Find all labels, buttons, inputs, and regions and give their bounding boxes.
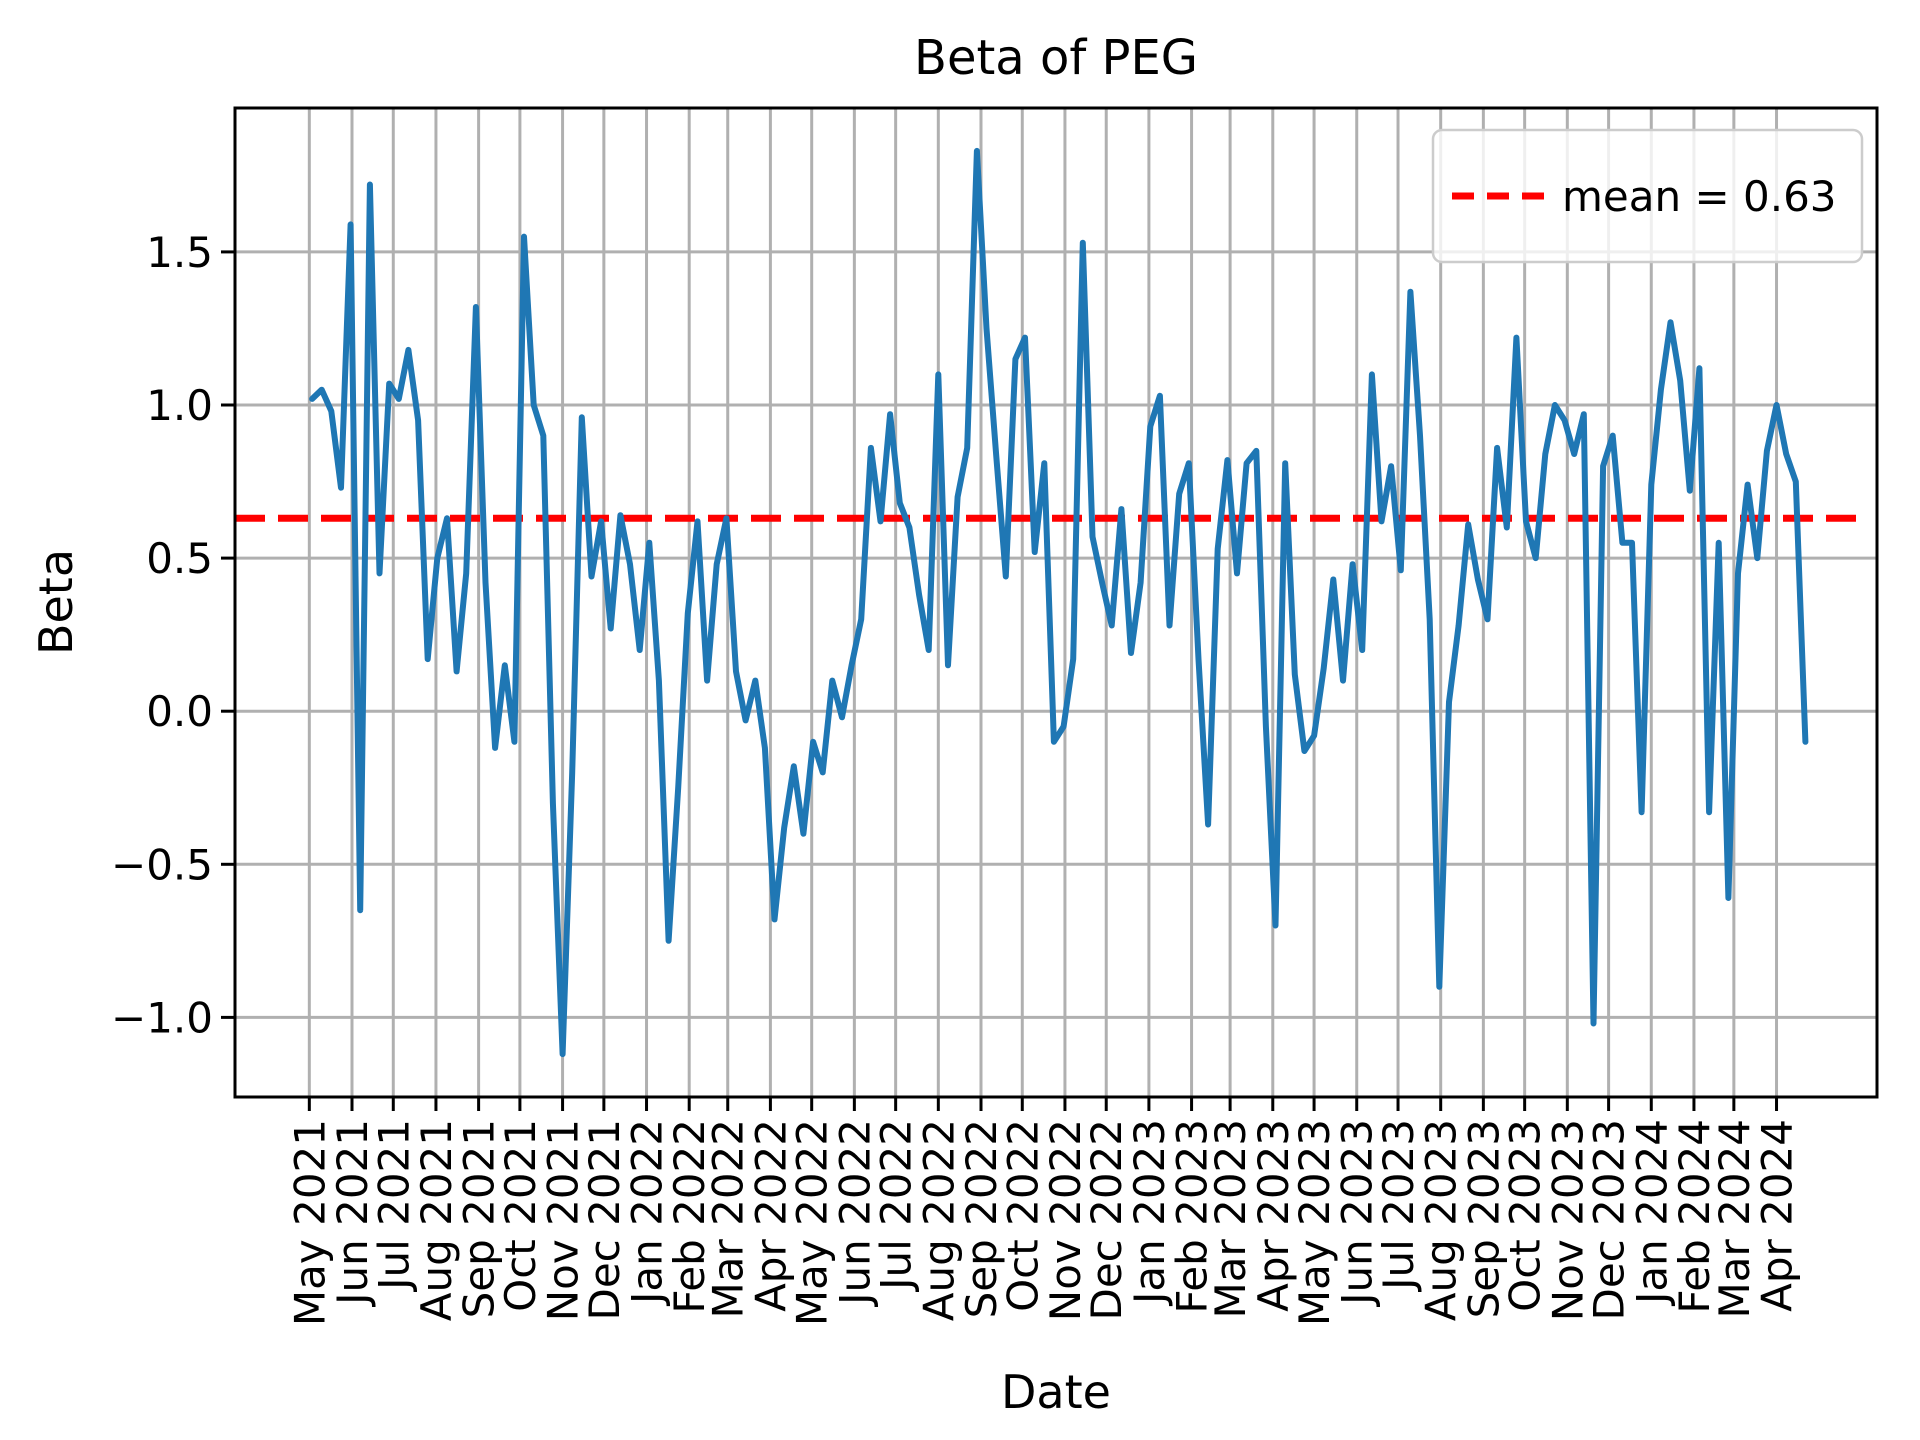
y-tick-label: 0.0 <box>146 687 213 736</box>
legend: mean = 0.63 <box>1431 128 1864 264</box>
plot-frame <box>233 106 1879 1099</box>
x-tick-label: Feb 2022 <box>665 1119 714 1314</box>
beta-line <box>309 147 1809 1058</box>
x-tick-label: Mar 2022 <box>704 1119 753 1318</box>
x-tick-label: Sep 2023 <box>1459 1119 1508 1318</box>
x-tick-label: May 2022 <box>788 1119 837 1326</box>
x-tick-label: Sep 2022 <box>957 1119 1006 1318</box>
y-tick-label: −0.5 <box>111 840 213 889</box>
x-tick-label: Jan 2022 <box>623 1119 672 1307</box>
x-axis-label: Date <box>1001 1365 1111 1419</box>
x-tick-label: Mar 2024 <box>1710 1119 1759 1318</box>
x-tick-label: Nov 2023 <box>1543 1119 1592 1321</box>
x-tick-label: Jun 2022 <box>830 1119 879 1308</box>
x-tick-label: Aug 2021 <box>412 1119 461 1321</box>
x-tick-label: Aug 2023 <box>1417 1119 1466 1321</box>
x-tick-label: Apr 2024 <box>1753 1119 1802 1312</box>
x-tick-label: Dec 2023 <box>1585 1119 1634 1321</box>
y-tick-label: −1.0 <box>111 993 213 1042</box>
x-tick-label: Oct 2021 <box>496 1119 545 1312</box>
x-tick-label: Mar 2023 <box>1206 1119 1255 1318</box>
x-tick-label: Oct 2023 <box>1501 1119 1550 1312</box>
y-tick-label: 1.5 <box>146 228 213 277</box>
x-tick-label: Nov 2021 <box>539 1119 588 1321</box>
y-tick-label: 0.5 <box>146 534 213 583</box>
x-tick-label: Apr 2022 <box>746 1119 795 1312</box>
x-tick-label: Jul 2023 <box>1374 1119 1423 1293</box>
x-tick-label: Dec 2021 <box>580 1119 629 1321</box>
x-tick-label: Apr 2023 <box>1249 1119 1298 1312</box>
x-tick-label: May 2021 <box>285 1119 334 1326</box>
x-tick-label: Jun 2021 <box>328 1119 377 1308</box>
x-tick-label: Jan 2024 <box>1627 1119 1676 1307</box>
legend-label: mean = 0.63 <box>1562 172 1837 221</box>
x-tick-label: Sep 2021 <box>455 1119 504 1318</box>
x-tick-label: May 2023 <box>1290 1119 1339 1326</box>
x-tick-label: Aug 2022 <box>914 1119 963 1321</box>
x-tick-label: Jul 2022 <box>872 1119 921 1293</box>
x-tick-label: Jul 2021 <box>369 1119 418 1293</box>
x-tick-label: Jan 2023 <box>1125 1119 1174 1307</box>
x-tick-label: Oct 2022 <box>998 1119 1047 1312</box>
chart-title: Beta of PEG <box>914 30 1198 86</box>
x-tick-label: Nov 2022 <box>1041 1119 1090 1321</box>
legend-box <box>1431 128 1864 264</box>
x-tick-label: Dec 2022 <box>1082 1119 1131 1321</box>
y-tick-label: 1.0 <box>146 381 213 430</box>
y-axis-label: Beta <box>29 549 83 655</box>
x-tick-label: Feb 2024 <box>1670 1119 1719 1314</box>
x-tick-label: Feb 2023 <box>1168 1119 1217 1314</box>
x-tick-label: Jun 2023 <box>1333 1119 1382 1308</box>
